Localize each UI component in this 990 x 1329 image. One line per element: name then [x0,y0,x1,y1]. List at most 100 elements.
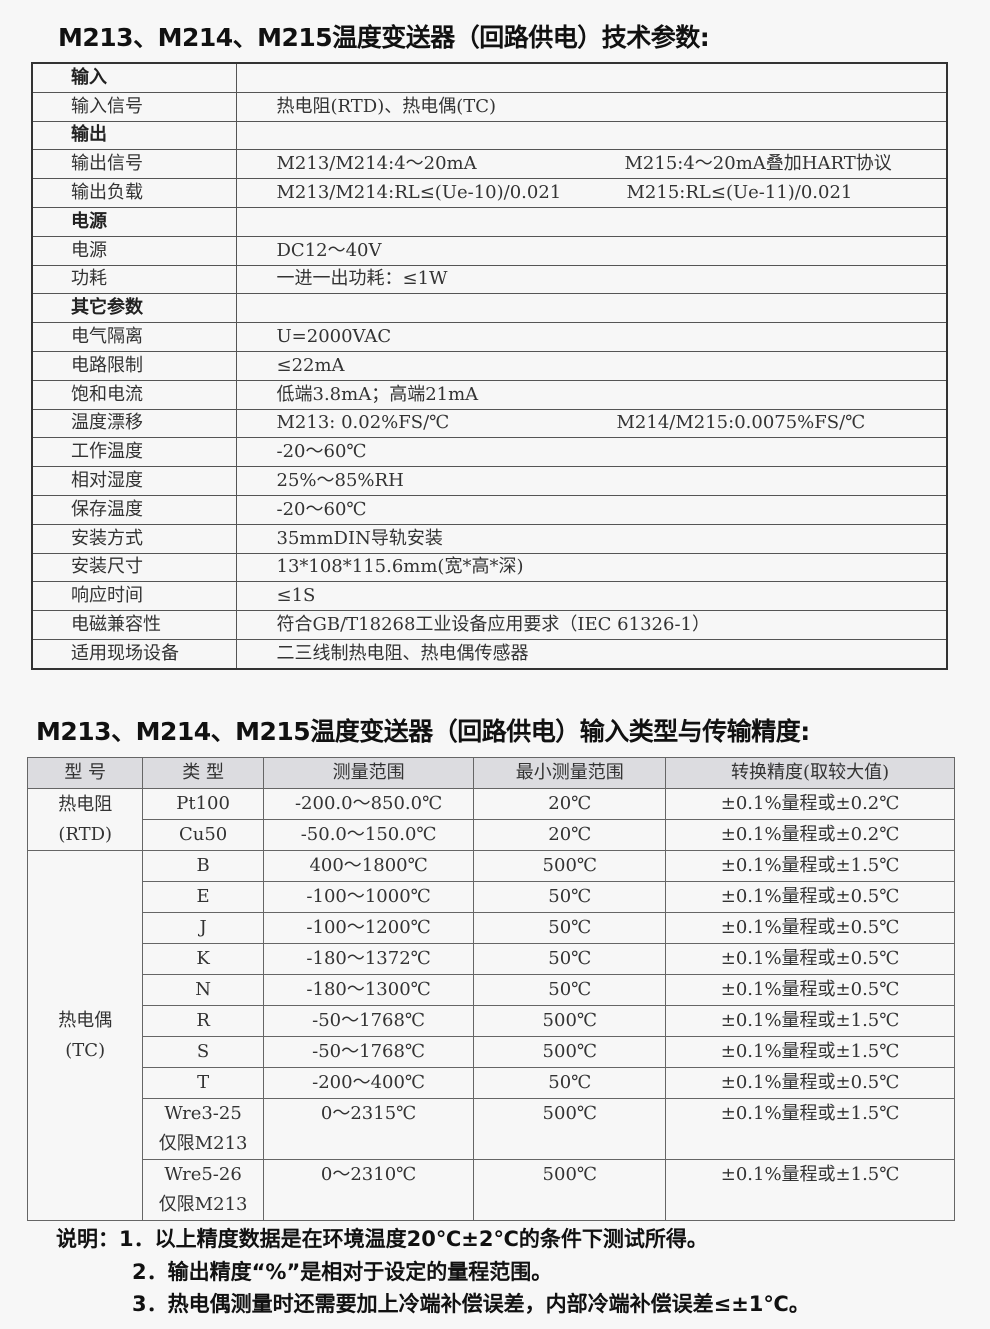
param-value: ≤22mA [235,350,948,381]
param-name: 响应时间 [31,581,237,612]
param-value: ≤1S [235,581,948,612]
param-value-text: ≤1S [276,585,316,607]
table-row: 热电阻 (RTD) Pt100 -200.0～850.0℃ 20℃ ±0.1%量程或±0… [26,788,955,851]
accuracy-cell: ±0.1%量程或±0.2℃ [665,788,955,820]
param-value-secondary: M215:RL≤(Ue-11)/0.021 [626,182,853,204]
min-range-cell: 50℃ [473,881,667,913]
sensor-type-cell: R [142,1005,264,1037]
param-name: 输出负载 [31,178,237,208]
table-row: 其它参数 [31,293,948,324]
table-row: 输出信号 M213/M214:4～20mA M215:4～20mA叠加HART协议 [31,149,948,180]
param-value: 一进一出功耗：≤1W [235,264,948,295]
param-value-text: M213/M214:RL≤(Ue-10)/0.021 [276,182,562,204]
table-row: 保存温度 -20～60℃ [31,494,948,525]
model-cell: 热电阻 (RTD) [26,788,144,851]
param-value [235,206,948,237]
sensor-type-cell: S [142,1036,264,1068]
min-range-cell: 500℃ [473,850,667,882]
section-heading: 输入 [31,62,237,93]
param-value-text: 二三线制热电阻、热电偶传感器 [276,642,529,664]
column-header: 型 号 [26,757,144,789]
accuracy-cell: ±0.1%量程或±0.5℃ [665,912,955,944]
param-name: 工作温度 [31,437,237,468]
measure-range-cell: -200～400℃ [262,1067,475,1099]
param-name: 电气隔离 [31,322,237,352]
accuracy-table: 型 号类 型测量范围 最小测量范围 转换精度(取较大值) 热电阻 (RTD) Pt10… [26,757,955,1221]
param-value-text: ≤22mA [276,354,345,376]
param-value-secondary: M215:4～20mA叠加HART协议 [624,153,892,175]
sensor-type-cell: T [142,1067,264,1099]
param-name: 电源 [31,235,237,266]
accuracy-cell: ±0.1%量程或±1.5℃ [665,1005,955,1037]
accuracy-cell: ±0.1%量程或±0.5℃ [665,1067,955,1099]
measure-range-cell: -180～1372℃ [262,943,475,975]
accuracy-cell: ±0.1%量程或±1.5℃ [665,1159,955,1221]
table-row: 热电偶 (TC) B 400～1800℃ 500℃ ±0.1%量程或±1.5℃ [26,850,955,1221]
measure-range-cell: -50.0～150.0℃ [262,819,475,851]
section-heading: 电源 [31,206,237,237]
table-row: T -200～400℃ 50℃ ±0.1%量程或±0.5℃ [28,1067,955,1099]
table-row: 电源 [31,206,948,237]
sensor-type-cell: Wre5-26 仅限M213 [142,1159,264,1221]
measure-range-cell: 0～2310℃ [262,1159,475,1221]
table-row: N -180～1300℃ 50℃ ±0.1%量程或±0.5℃ [28,974,955,1006]
note-2: 2．输出精度“%”是相对于设定的量程范围。 [132,1260,553,1284]
param-value: U=2000VAC [235,322,948,352]
table-row: 输入信号 热电阻(RTD)、热电偶(TC) [31,91,948,122]
accuracy-title: M213、M214、M215温度变送器（回路供电）输入类型与传输精度: [36,717,810,746]
table-row: 电路限制 ≤22mA [31,350,948,381]
param-name: 安装尺寸 [31,552,237,583]
param-value: 35mmDIN导轨安装 [235,523,948,554]
measure-range-cell: -100～1200℃ [262,912,475,944]
table-row: J -100～1200℃ 50℃ ±0.1%量程或±0.5℃ [28,912,955,944]
table-row: S -50～1768℃ 500℃ ±0.1%量程或±1.5℃ [28,1036,955,1068]
param-value-secondary: M214/M215:0.0075%FS/℃ [616,412,866,434]
accuracy-cell: ±0.1%量程或±0.5℃ [665,943,955,975]
table-row: 温度漂移 M213: 0.02%FS/℃ M214/M215:0.0075%FS/℃ [31,408,948,439]
table-row: 电磁兼容性 符合GB/T18268工业设备应用要求（IEC 61326-1） [31,610,948,640]
min-range-cell: 500℃ [473,1036,667,1068]
table-row: 功耗 一进一出功耗：≤1W [31,264,948,295]
param-value-text: DC12～40V [276,239,382,261]
column-header: 类 型 [142,757,264,789]
param-name: 电磁兼容性 [31,610,237,640]
min-range-cell: 500℃ [473,1159,667,1221]
param-value-text: 13*108*115.6mm(宽*高*深) [276,556,524,578]
column-header: 转换精度(取较大值) [665,757,955,789]
accuracy-cell: ±0.1%量程或±1.5℃ [665,850,955,882]
param-name: 温度漂移 [31,408,237,439]
param-value: 符合GB/T18268工业设备应用要求（IEC 61326-1） [235,610,948,640]
param-value: 低端3.8mA；高端21mA [235,379,948,410]
param-name: 输出信号 [31,149,237,180]
min-range-cell: 50℃ [473,974,667,1006]
table-row: 饱和电流 低端3.8mA；高端21mA [31,379,948,410]
table-row: 响应时间 ≤1S [31,581,948,612]
param-value [235,120,948,151]
param-value-text: -20～60℃ [276,498,367,520]
table-row: Wre5-26 仅限M213 0～2310℃ 500℃ ±0.1%量程或±1.5℃ [28,1159,955,1221]
param-name: 电路限制 [31,350,237,381]
measure-range-cell: -50～1768℃ [262,1005,475,1037]
param-value-text: 35mmDIN导轨安装 [276,527,443,549]
param-name: 相对湿度 [31,466,237,496]
param-name: 适用现场设备 [31,638,237,670]
table-row: 输出 [31,120,948,151]
table-row: R -50～1768℃ 500℃ ±0.1%量程或±1.5℃ [28,1005,955,1037]
param-value: M213/M214:4～20mA M215:4～20mA叠加HART协议 [235,149,948,180]
sensor-type-cell: Pt100 [142,788,264,820]
accuracy-cell: ±0.1%量程或±0.5℃ [665,881,955,913]
param-value: 25%～85%RH [235,466,948,496]
measure-range-cell: 0～2315℃ [262,1098,475,1160]
param-value: 13*108*115.6mm(宽*高*深) [235,552,948,583]
sensor-type-cell: J [142,912,264,944]
accuracy-cell: ±0.1%量程或±0.2℃ [665,819,955,851]
param-value: -20～60℃ [235,494,948,525]
param-name: 保存温度 [31,494,237,525]
sensor-type-cell: B [142,850,264,882]
table-row: 输入 [31,62,948,93]
table-row: 相对湿度 25%～85%RH [31,466,948,496]
param-value: 二三线制热电阻、热电偶传感器 [235,638,948,670]
param-value-text: 热电阻(RTD)、热电偶(TC) [276,95,497,117]
table-row: 电气隔离 U=2000VAC [31,322,948,352]
min-range-cell: 20℃ [473,788,667,820]
